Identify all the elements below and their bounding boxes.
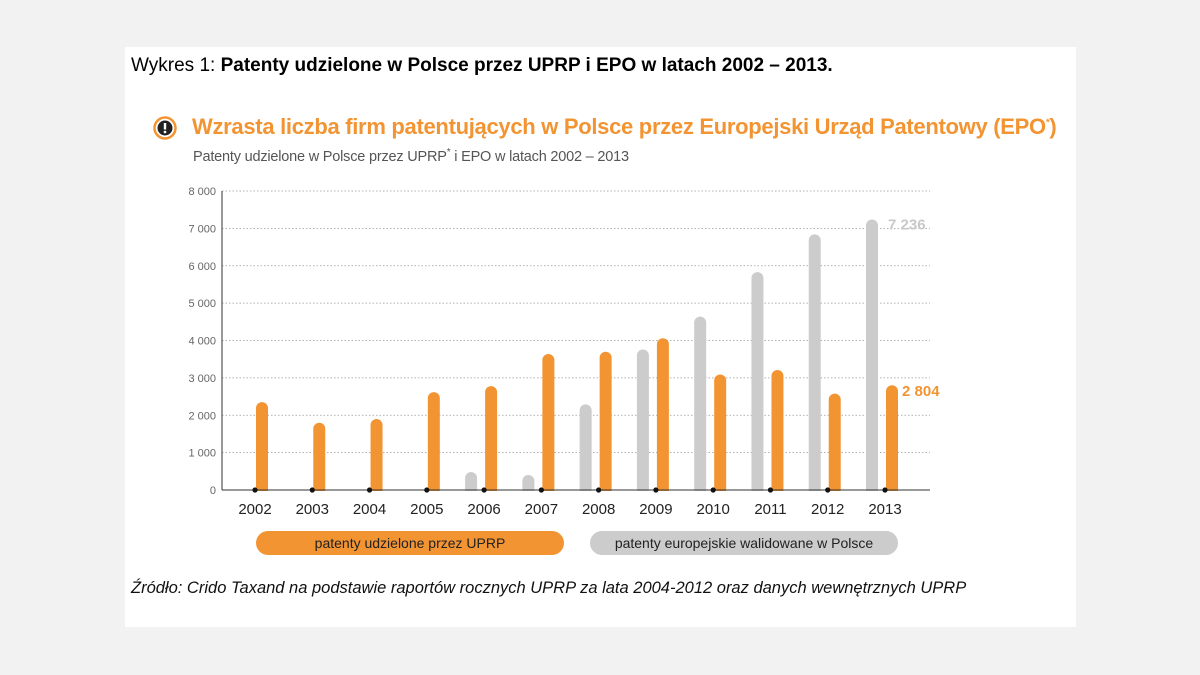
data-label-uprp-2013: 2 804 bbox=[902, 383, 940, 400]
bar-uprp bbox=[427, 392, 440, 496]
x-tick-label: 2012 bbox=[811, 501, 844, 518]
bar-uprp bbox=[828, 393, 841, 496]
legend-uprp: patenty udzielone przez UPRP bbox=[256, 531, 564, 555]
bar-uprp bbox=[599, 351, 612, 496]
y-tick-label: 5 000 bbox=[188, 298, 216, 310]
subtitle-asterisk: * bbox=[446, 147, 451, 158]
bar-epo bbox=[636, 349, 649, 496]
x-tick-dot bbox=[596, 487, 602, 493]
source-note: Źródło: Crido Taxand na podstawie raport… bbox=[131, 579, 967, 597]
legend-epo: patenty europejskie walidowane w Polsce bbox=[590, 531, 898, 555]
x-tick-dot bbox=[653, 487, 659, 493]
caption-title: Patenty udzielone w Polsce przez UPRP i … bbox=[220, 55, 833, 76]
axis-mask bbox=[223, 491, 931, 499]
y-tick-label: 1 000 bbox=[188, 448, 216, 460]
x-tick-label: 2005 bbox=[410, 501, 443, 518]
x-tick-dot bbox=[366, 487, 373, 493]
chart-subtitle: Patenty udzielone w Polsce przez UPRP* i… bbox=[193, 147, 629, 165]
bar-epo bbox=[866, 219, 878, 496]
x-tick-dot bbox=[538, 487, 544, 493]
bar-epo bbox=[694, 316, 707, 496]
bar-uprp bbox=[485, 386, 498, 496]
subtitle-pre: Patenty udzielone w Polsce przez UPRP bbox=[193, 148, 447, 165]
y-tick-label: 2 000 bbox=[188, 410, 216, 422]
x-tick-label: 2007 bbox=[525, 501, 558, 518]
figure-card bbox=[125, 47, 1076, 627]
x-tick-dot bbox=[882, 487, 888, 493]
x-tick-dot bbox=[767, 487, 774, 493]
headline-text: Wzrasta liczba firm patentujących w Pols… bbox=[192, 114, 1046, 139]
y-tick-label: 0 bbox=[210, 485, 216, 497]
bar-uprp bbox=[886, 385, 898, 496]
bar-epo bbox=[808, 234, 821, 497]
x-tick-label: 2002 bbox=[238, 501, 271, 518]
x-tick-label: 2008 bbox=[582, 501, 615, 518]
bar-epo bbox=[751, 272, 764, 496]
bar-uprp bbox=[313, 422, 326, 496]
bar-uprp bbox=[714, 374, 727, 496]
x-tick-label: 2010 bbox=[696, 501, 729, 518]
x-tick-label: 2009 bbox=[639, 501, 672, 518]
subtitle-post: i EPO w latach 2002 – 2013 bbox=[450, 148, 629, 165]
caption-prefix: Wykres 1: bbox=[131, 55, 221, 76]
bar-epo bbox=[579, 404, 592, 496]
bar-uprp bbox=[771, 370, 784, 496]
y-tick-label: 4 000 bbox=[188, 336, 216, 348]
bar-uprp bbox=[656, 338, 669, 496]
headline-close: ) bbox=[1049, 114, 1057, 139]
x-tick-label: 2003 bbox=[296, 501, 329, 518]
x-tick-label: 2004 bbox=[353, 501, 386, 518]
bar-uprp bbox=[256, 402, 268, 496]
x-tick-label: 2011 bbox=[754, 501, 786, 518]
bar-epo bbox=[522, 475, 535, 496]
headline-asterisk: * bbox=[1045, 117, 1050, 129]
bar-uprp bbox=[370, 418, 383, 496]
y-tick-label: 6 000 bbox=[188, 261, 216, 273]
x-tick-dot bbox=[481, 487, 487, 493]
figure-caption: Wykres 1: Patenty udzielone w Polsce prz… bbox=[131, 55, 833, 77]
x-tick-dot bbox=[825, 487, 831, 493]
chart-headline: Wzrasta liczba firm patentujących w Pols… bbox=[192, 114, 1057, 140]
y-tick-label: 7 000 bbox=[188, 223, 216, 235]
x-tick-dot bbox=[309, 487, 315, 493]
data-label-epo-2013: 7 236 bbox=[888, 217, 926, 234]
y-tick-label: 3 000 bbox=[188, 373, 216, 385]
bar-uprp bbox=[542, 353, 555, 496]
y-tick-label: 8 000 bbox=[188, 186, 216, 198]
x-tick-label: 2006 bbox=[467, 501, 500, 518]
x-tick-label: 2013 bbox=[868, 501, 901, 518]
x-tick-dot bbox=[252, 487, 258, 493]
x-tick-dot bbox=[424, 487, 430, 493]
exclamation-icon bbox=[153, 116, 177, 140]
x-tick-dot bbox=[710, 487, 716, 493]
